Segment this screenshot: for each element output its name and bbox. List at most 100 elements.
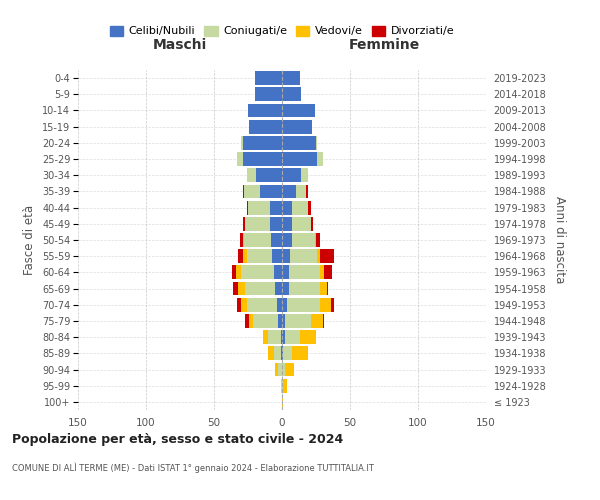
Bar	[242, 184, 244, 198]
Text: COMUNE DI ALÌ TERME (ME) - Dati ISTAT 1° gennaio 2024 - Elaborazione TUTTITALIA.: COMUNE DI ALÌ TERME (ME) - Dati ISTAT 1°…	[12, 462, 374, 473]
Bar	[255, 71, 282, 85]
Bar	[281, 330, 282, 344]
Bar	[248, 200, 270, 214]
Bar	[247, 250, 272, 263]
Bar	[290, 250, 317, 263]
Bar	[282, 168, 301, 182]
Bar	[236, 266, 241, 280]
Bar	[281, 379, 282, 392]
Bar	[232, 266, 236, 280]
Bar	[274, 266, 282, 280]
Bar	[282, 282, 289, 296]
Bar	[282, 395, 283, 409]
Bar	[285, 330, 299, 344]
Bar	[242, 250, 247, 263]
Bar	[282, 71, 299, 85]
Bar	[278, 362, 282, 376]
Bar	[248, 104, 282, 118]
Bar	[323, 314, 324, 328]
Bar	[233, 282, 238, 296]
Bar	[289, 282, 320, 296]
Legend: Celibi/Nubili, Coniugati/e, Vedovi/e, Divorziati/e: Celibi/Nubili, Coniugati/e, Vedovi/e, Di…	[106, 21, 458, 41]
Bar	[263, 330, 268, 344]
Bar	[324, 266, 332, 280]
Bar	[320, 282, 327, 296]
Bar	[238, 250, 242, 263]
Bar	[242, 152, 282, 166]
Bar	[287, 298, 320, 312]
Bar	[256, 168, 282, 182]
Bar	[241, 266, 274, 280]
Bar	[277, 298, 282, 312]
Bar	[272, 250, 282, 263]
Bar	[316, 136, 317, 149]
Bar	[282, 200, 292, 214]
Bar	[311, 314, 323, 328]
Bar	[270, 200, 282, 214]
Bar	[282, 136, 316, 149]
Bar	[283, 379, 287, 392]
Bar	[282, 346, 283, 360]
Bar	[250, 314, 253, 328]
Bar	[278, 314, 282, 328]
Bar	[255, 88, 282, 101]
Bar	[241, 298, 247, 312]
Bar	[275, 282, 282, 296]
Bar	[320, 298, 331, 312]
Bar	[308, 200, 311, 214]
Bar	[301, 168, 308, 182]
Bar	[241, 136, 242, 149]
Bar	[316, 233, 320, 247]
Bar	[317, 152, 323, 166]
Bar	[244, 233, 271, 247]
Bar	[268, 346, 274, 360]
Bar	[245, 282, 275, 296]
Text: Maschi: Maschi	[153, 38, 207, 52]
Bar	[282, 330, 285, 344]
Bar	[282, 298, 287, 312]
Bar	[292, 200, 308, 214]
Bar	[245, 217, 270, 230]
Bar	[282, 120, 312, 134]
Bar	[282, 362, 285, 376]
Bar	[244, 184, 260, 198]
Bar	[285, 362, 294, 376]
Bar	[282, 250, 290, 263]
Bar	[274, 346, 281, 360]
Bar	[282, 184, 296, 198]
Bar	[240, 233, 242, 247]
Bar	[331, 298, 334, 312]
Bar	[317, 250, 320, 263]
Bar	[282, 104, 314, 118]
Bar	[320, 250, 334, 263]
Bar	[238, 282, 245, 296]
Bar	[237, 298, 241, 312]
Text: Femmine: Femmine	[349, 38, 419, 52]
Bar	[307, 184, 308, 198]
Bar	[292, 233, 314, 247]
Bar	[242, 136, 282, 149]
Bar	[247, 168, 256, 182]
Bar	[247, 298, 277, 312]
Bar	[282, 233, 292, 247]
Bar	[282, 152, 317, 166]
Bar	[292, 346, 308, 360]
Bar	[275, 362, 278, 376]
Y-axis label: Fasce di età: Fasce di età	[23, 205, 37, 275]
Bar	[247, 200, 248, 214]
Bar	[281, 346, 282, 360]
Bar	[242, 233, 244, 247]
Text: Popolazione per età, sesso e stato civile - 2024: Popolazione per età, sesso e stato civil…	[12, 432, 343, 446]
Bar	[268, 330, 281, 344]
Bar	[285, 314, 311, 328]
Bar	[296, 184, 307, 198]
Bar	[314, 233, 316, 247]
Bar	[282, 217, 292, 230]
Bar	[253, 314, 278, 328]
Bar	[282, 379, 283, 392]
Bar	[260, 184, 282, 198]
Bar	[320, 266, 324, 280]
Bar	[289, 266, 320, 280]
Bar	[242, 217, 245, 230]
Bar	[327, 282, 328, 296]
